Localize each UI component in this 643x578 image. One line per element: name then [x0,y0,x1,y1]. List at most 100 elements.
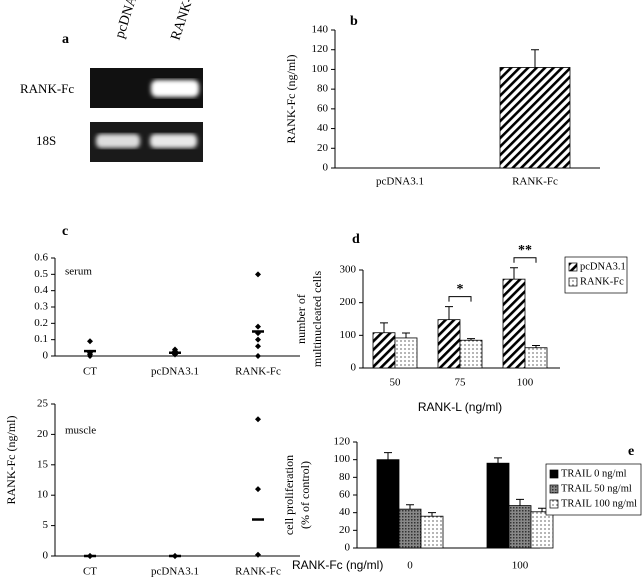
data-point [255,323,261,330]
y-axis-label: RANK-Fc (ng/ml) [284,55,298,144]
y-tick-label: 20 [339,524,351,536]
x-axis-label: RANK-Fc (ng/ml) [292,558,383,572]
gel-band [150,134,197,148]
gel-band [96,134,140,148]
y-tick-label: 120 [312,43,329,55]
panel-letter: a [62,32,69,47]
error-bar [532,344,540,348]
gel-band [151,80,199,97]
y-axis-label: cell proliferation [282,455,296,535]
legend-swatch [568,262,578,272]
significance-label: * [457,282,464,297]
x-tick-label: CT [83,566,97,578]
y-tick-label: 120 [334,436,351,448]
x-tick-label: 100 [517,377,534,389]
lane-label: RANK-Fc [169,0,201,42]
y-tick-label: 20 [37,428,49,440]
bar [502,278,526,369]
error-bar [467,338,475,341]
bar [394,337,418,369]
panel-note: muscle [65,425,96,437]
y-tick-label: 0.4 [34,284,48,296]
y-tick-label: 200 [340,296,357,308]
bar [376,459,400,549]
y-tick-label: 40 [339,506,351,518]
significance-label: ** [518,243,532,258]
error-bar [406,504,414,510]
panel-letter: e [628,444,634,459]
y-tick-label: 100 [340,329,357,341]
y-tick-label: 5 [43,519,49,531]
x-tick-label: pcDNA3.1 [151,366,199,378]
error-bar [402,332,410,338]
error-bar [538,507,546,512]
y-tick-label: 10 [37,489,49,501]
data-point [255,551,261,558]
panel-letter: c [62,224,68,239]
error-bar [428,512,436,517]
y-tick-label: 0 [323,162,329,174]
y-tick-label: 40 [317,122,329,134]
legend-label: RANK-Fc [580,276,624,287]
data-point [255,336,261,343]
y-tick-label: 0 [345,542,351,554]
x-tick-label: 100 [512,560,529,572]
data-point [255,343,261,350]
y-tick-label: 20 [317,142,329,154]
legend-label: TRAIL 0 ng/ml [561,468,627,479]
x-axis-label: RANK-L (ng/ml) [418,400,502,414]
error-bar [445,306,453,320]
y-tick-label: 80 [317,83,329,95]
data-point [87,353,93,359]
x-tick-label: 0 [407,560,413,572]
bar [524,347,548,369]
legend-label: TRAIL 100 ng/ml [561,498,637,509]
bar [420,515,444,549]
bar [372,332,396,369]
y-tick-label: 100 [312,63,329,75]
data-point [255,353,261,359]
legend-swatch [568,277,578,287]
y-tick-label: 60 [317,102,329,114]
error-bar [516,498,524,506]
y-tick-label: 0.6 [34,252,48,264]
data-point [255,486,261,493]
significance-bracket [513,257,537,263]
x-tick-label: 75 [455,377,467,389]
panel-letter: b [350,14,358,29]
y-tick-label: 15 [37,458,49,470]
lane-label: pcDNA3.1 [113,0,146,40]
bar [398,508,422,549]
error-bar [510,267,518,280]
legend-box [545,463,642,516]
y-tick-label: 0.2 [34,317,48,329]
x-tick-label: RANK-Fc [235,366,281,378]
x-tick-label: RANK-Fc [235,566,281,578]
y-axis-label: RANK-Fc (ng/ml) [4,416,18,505]
legend-swatch [549,484,559,494]
error-bar [380,322,388,333]
x-tick-label: CT [83,366,97,378]
bar [459,339,483,369]
y-tick-label: 100 [334,453,351,465]
y-tick-label: 25 [37,398,49,410]
x-tick-label: pcDNA3.1 [376,176,424,188]
y-tick-label: 0 [43,550,49,562]
panel-note: serum [65,266,92,278]
x-tick-label: pcDNA3.1 [151,566,199,578]
x-tick-label: 50 [390,377,402,389]
row-label: 18S [36,133,56,148]
significance-bracket [448,296,472,302]
y-tick-label: 0.3 [34,301,48,313]
error-bar [494,457,502,464]
data-point [87,338,93,345]
y-tick-label: 300 [340,264,357,276]
bar [530,511,554,549]
legend-label: pcDNA3.1 [580,261,626,272]
y-tick-label: 80 [339,471,351,483]
bar [508,505,532,549]
y-tick-label: 0 [43,350,49,362]
x-tick-label: RANK-Fc [512,176,558,188]
